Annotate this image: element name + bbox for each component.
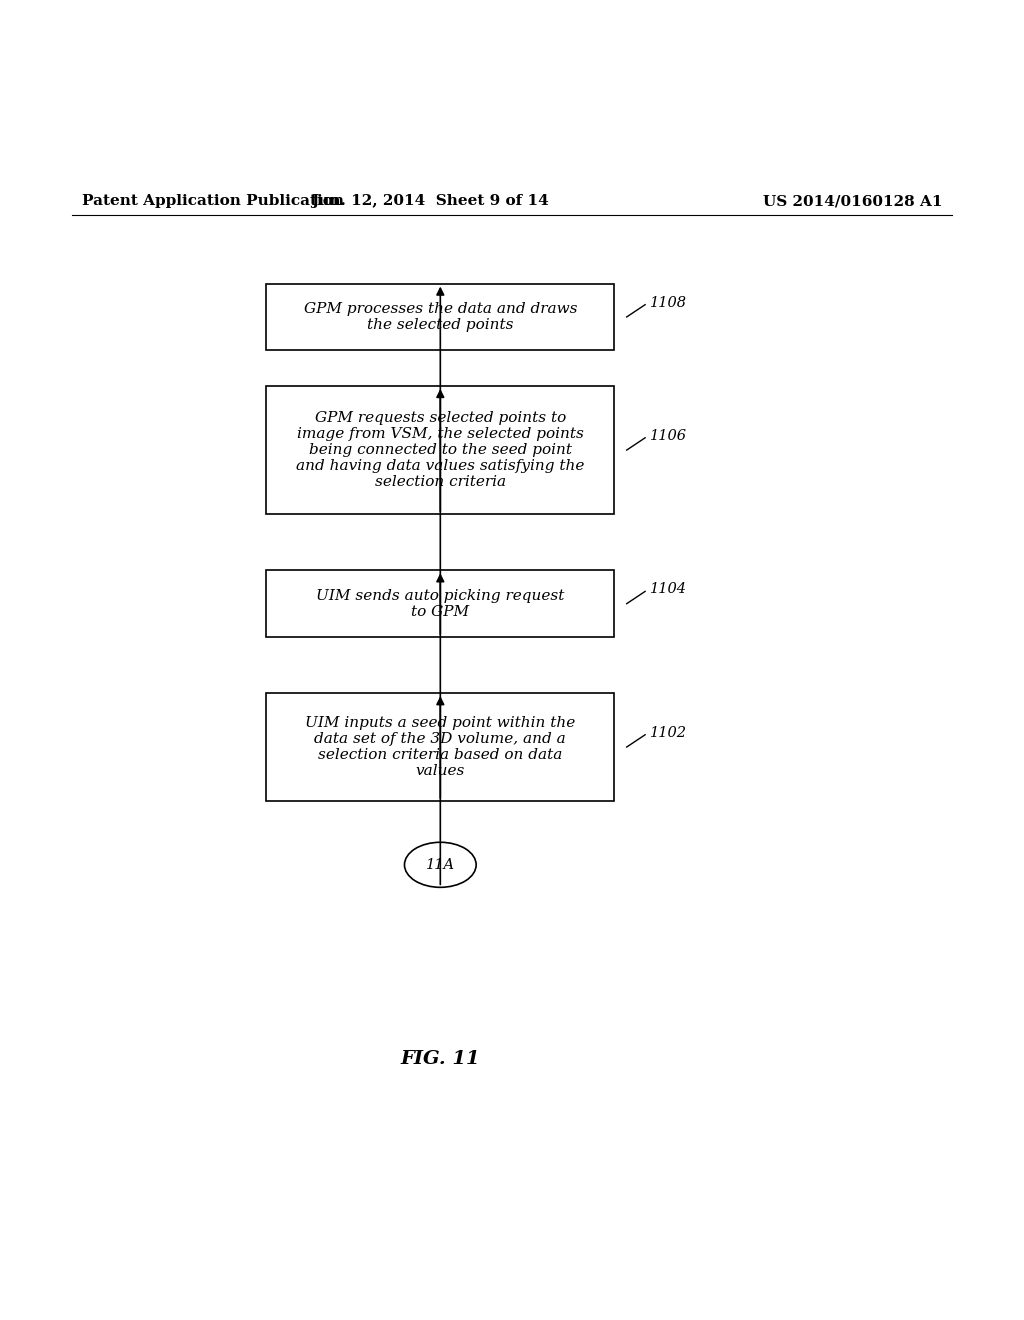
FancyBboxPatch shape bbox=[266, 385, 614, 513]
FancyBboxPatch shape bbox=[266, 570, 614, 638]
Text: Patent Application Publication: Patent Application Publication bbox=[82, 194, 344, 209]
Ellipse shape bbox=[404, 842, 476, 887]
Text: 1106: 1106 bbox=[650, 429, 687, 442]
Text: UIM sends auto picking request
to GPM: UIM sends auto picking request to GPM bbox=[316, 589, 564, 619]
Text: UIM inputs a seed point within the
data set of the 3D volume, and a
selection cr: UIM inputs a seed point within the data … bbox=[305, 715, 575, 779]
Text: FIG. 11: FIG. 11 bbox=[400, 1051, 480, 1068]
Text: 1104: 1104 bbox=[650, 582, 687, 597]
Text: US 2014/0160128 A1: US 2014/0160128 A1 bbox=[763, 194, 942, 209]
Text: 1102: 1102 bbox=[650, 726, 687, 739]
Text: GPM processes the data and draws
the selected points: GPM processes the data and draws the sel… bbox=[303, 302, 578, 333]
Text: GPM requests selected points to
image from VSM, the selected points
being connec: GPM requests selected points to image fr… bbox=[296, 411, 585, 490]
Text: Jun. 12, 2014  Sheet 9 of 14: Jun. 12, 2014 Sheet 9 of 14 bbox=[311, 194, 549, 209]
Text: 11A: 11A bbox=[426, 858, 455, 871]
FancyBboxPatch shape bbox=[266, 693, 614, 801]
FancyBboxPatch shape bbox=[266, 284, 614, 350]
Text: 1108: 1108 bbox=[650, 296, 687, 310]
